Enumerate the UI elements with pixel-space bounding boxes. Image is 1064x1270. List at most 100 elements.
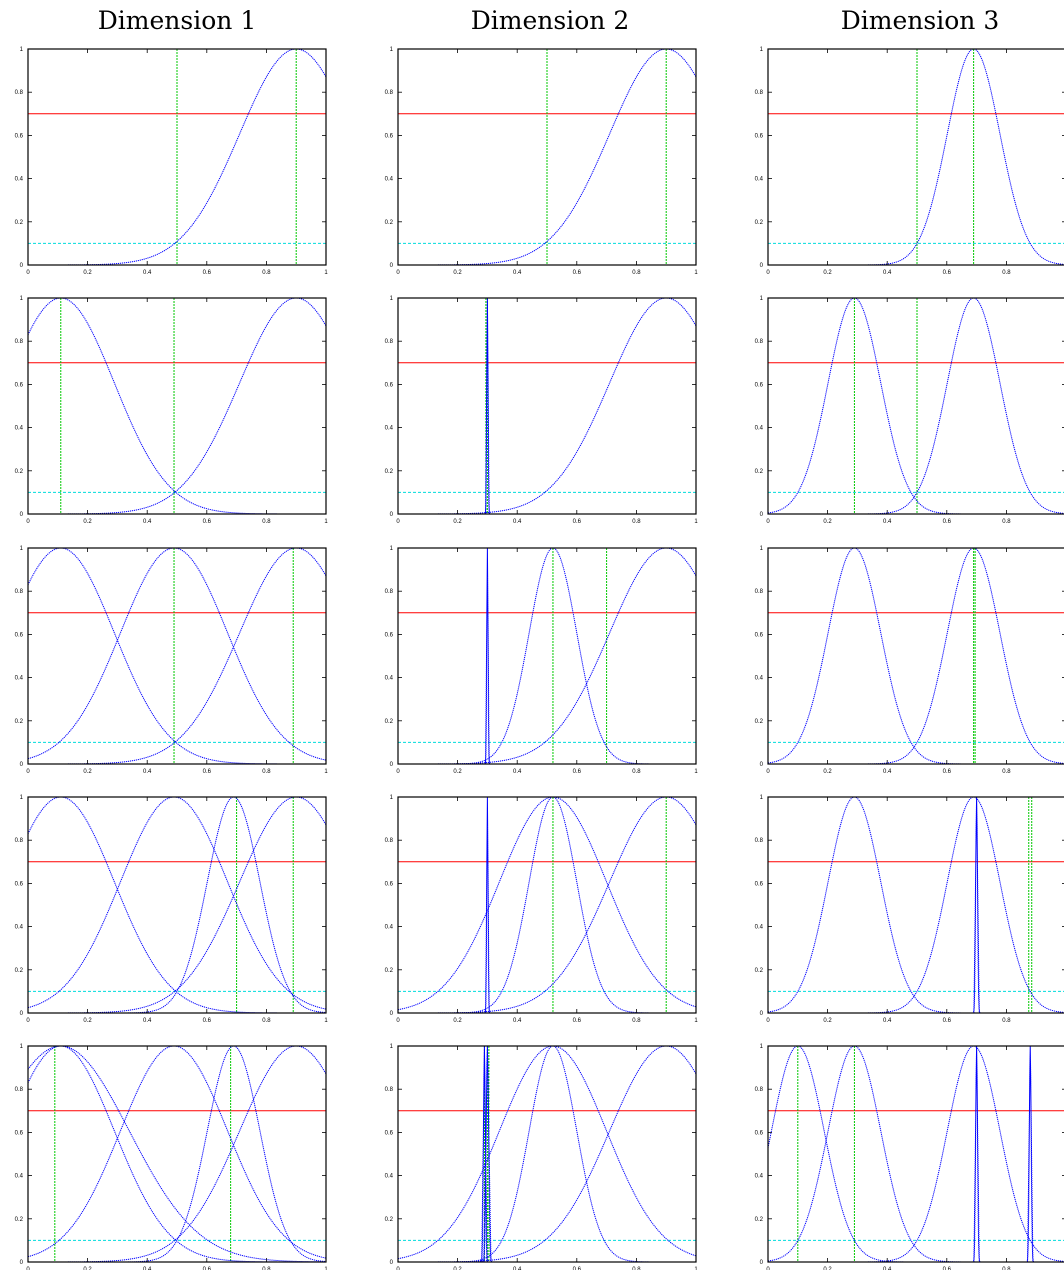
x-tick-label: 0 xyxy=(26,769,30,775)
x-tick-label: 0.6 xyxy=(573,769,582,775)
y-tick-label: 0.2 xyxy=(755,719,764,725)
y-tick-label: 0.8 xyxy=(385,339,394,345)
y-tick-label: 1 xyxy=(760,47,764,53)
plot-frame xyxy=(27,1045,327,1263)
y-tick-label: 1 xyxy=(390,296,394,302)
x-tick-label: 0.8 xyxy=(1002,769,1011,775)
gaussian-series xyxy=(28,298,326,514)
y-tick-label: 1 xyxy=(390,47,394,53)
y-tick-label: 1 xyxy=(760,1044,764,1050)
y-tick-label: 0 xyxy=(20,762,24,768)
x-tick-label: 0.4 xyxy=(883,519,892,525)
gaussian-series xyxy=(768,797,1064,1013)
plot-frame xyxy=(27,796,327,1014)
y-tick-label: 0.8 xyxy=(755,838,764,844)
plot-area xyxy=(28,49,326,265)
x-tick-label: 0.2 xyxy=(823,519,832,525)
x-tick-label: 0.2 xyxy=(453,519,462,525)
x-tick-label: 0.2 xyxy=(83,1267,92,1270)
x-tick-label: 0.8 xyxy=(262,769,271,775)
y-tick-label: 0.2 xyxy=(15,719,24,725)
y-tick-label: 0 xyxy=(390,512,394,518)
gaussian-series xyxy=(768,548,1064,764)
y-tick-label: 0.8 xyxy=(15,339,24,345)
x-tick-label: 0.4 xyxy=(143,519,152,525)
x-tick-label: 0.2 xyxy=(823,769,832,775)
y-tick-label: 0.4 xyxy=(755,177,764,183)
y-tick-label: 0.2 xyxy=(755,968,764,974)
y-tick-label: 0.6 xyxy=(755,1130,764,1136)
x-tick-label: 0.8 xyxy=(632,1267,641,1270)
x-tick-label: 0.6 xyxy=(573,519,582,525)
x-tick-label: 0.8 xyxy=(262,519,271,525)
y-tick-label: 0.4 xyxy=(15,925,24,931)
y-tick-label: 0.4 xyxy=(755,925,764,931)
y-tick-label: 1 xyxy=(20,795,24,801)
plot-frame xyxy=(397,1045,697,1263)
x-tick-label: 0.2 xyxy=(83,769,92,775)
gaussian-series xyxy=(398,797,696,1013)
gaussian-series xyxy=(398,548,696,764)
gaussian-series xyxy=(768,1046,1064,1262)
plot-area xyxy=(28,797,326,1013)
x-tick-label: 0 xyxy=(766,769,770,775)
x-tick-label: 0 xyxy=(26,519,30,525)
gaussian-series xyxy=(28,49,326,265)
gaussian-series xyxy=(28,1046,326,1262)
y-tick-label: 0.8 xyxy=(15,90,24,96)
x-tick-label: 0.6 xyxy=(943,519,952,525)
y-tick-label: 0.6 xyxy=(755,133,764,139)
y-tick-label: 0.4 xyxy=(15,177,24,183)
gaussian-series xyxy=(768,49,1064,265)
y-tick-label: 1 xyxy=(760,795,764,801)
x-tick-label: 0 xyxy=(396,769,400,775)
x-tick-label: 0 xyxy=(396,270,400,276)
x-tick-label: 1 xyxy=(324,769,328,775)
x-tick-label: 0.8 xyxy=(632,1018,641,1024)
x-tick-label: 0.8 xyxy=(262,1018,271,1024)
plot-frame xyxy=(767,547,1064,765)
y-tick-label: 0.8 xyxy=(15,589,24,595)
y-tick-label: 0.6 xyxy=(755,881,764,887)
x-tick-label: 0.6 xyxy=(943,270,952,276)
y-tick-label: 0.6 xyxy=(755,632,764,638)
gaussian-series xyxy=(398,1046,696,1262)
gaussian-series xyxy=(28,797,326,1013)
y-tick-label: 1 xyxy=(390,546,394,552)
y-tick-label: 0.6 xyxy=(385,632,394,638)
gaussian-series xyxy=(398,1046,696,1262)
x-tick-label: 0.8 xyxy=(632,769,641,775)
x-tick-label: 0 xyxy=(766,1018,770,1024)
x-tick-label: 0.8 xyxy=(1002,519,1011,525)
chart-panel-r2-c2: 0 0.2 0.4 0.6 0.8 1 0 0.2 0.4 0.6 0.8 1 xyxy=(385,296,699,525)
x-tick-label: 0.4 xyxy=(143,270,152,276)
y-tick-label: 0.4 xyxy=(385,177,394,183)
x-tick-label: 0.6 xyxy=(203,270,212,276)
y-tick-label: 0.2 xyxy=(755,1217,764,1223)
gaussian-series xyxy=(768,1046,1064,1262)
chart-panel-r4-c1: 0 0.2 0.4 0.6 0.8 1 0 0.2 0.4 0.6 0.8 1 xyxy=(15,795,329,1024)
y-tick-label: 0.8 xyxy=(385,589,394,595)
y-tick-label: 1 xyxy=(20,1044,24,1050)
plot-area xyxy=(398,797,696,1013)
y-tick-label: 0.6 xyxy=(385,881,394,887)
x-tick-label: 1 xyxy=(324,270,328,276)
x-tick-label: 0.8 xyxy=(1002,1018,1011,1024)
x-tick-label: 0.8 xyxy=(262,1267,271,1270)
gaussian-series xyxy=(28,1046,326,1259)
y-tick-label: 0 xyxy=(760,1011,764,1017)
column-title-dimension-3: Dimension 3 xyxy=(840,6,1000,35)
x-tick-label: 0.8 xyxy=(1002,1267,1011,1270)
y-tick-label: 0.2 xyxy=(15,968,24,974)
x-tick-label: 0 xyxy=(766,1267,770,1270)
x-tick-label: 0.4 xyxy=(883,1267,892,1270)
y-tick-label: 0.2 xyxy=(755,469,764,475)
x-tick-label: 0.6 xyxy=(203,1018,212,1024)
y-tick-label: 0.2 xyxy=(15,469,24,475)
gaussian-series xyxy=(398,797,696,1011)
x-tick-label: 1 xyxy=(324,1018,328,1024)
y-tick-label: 0.8 xyxy=(755,589,764,595)
x-tick-label: 0.6 xyxy=(203,769,212,775)
y-tick-label: 0.2 xyxy=(385,220,394,226)
